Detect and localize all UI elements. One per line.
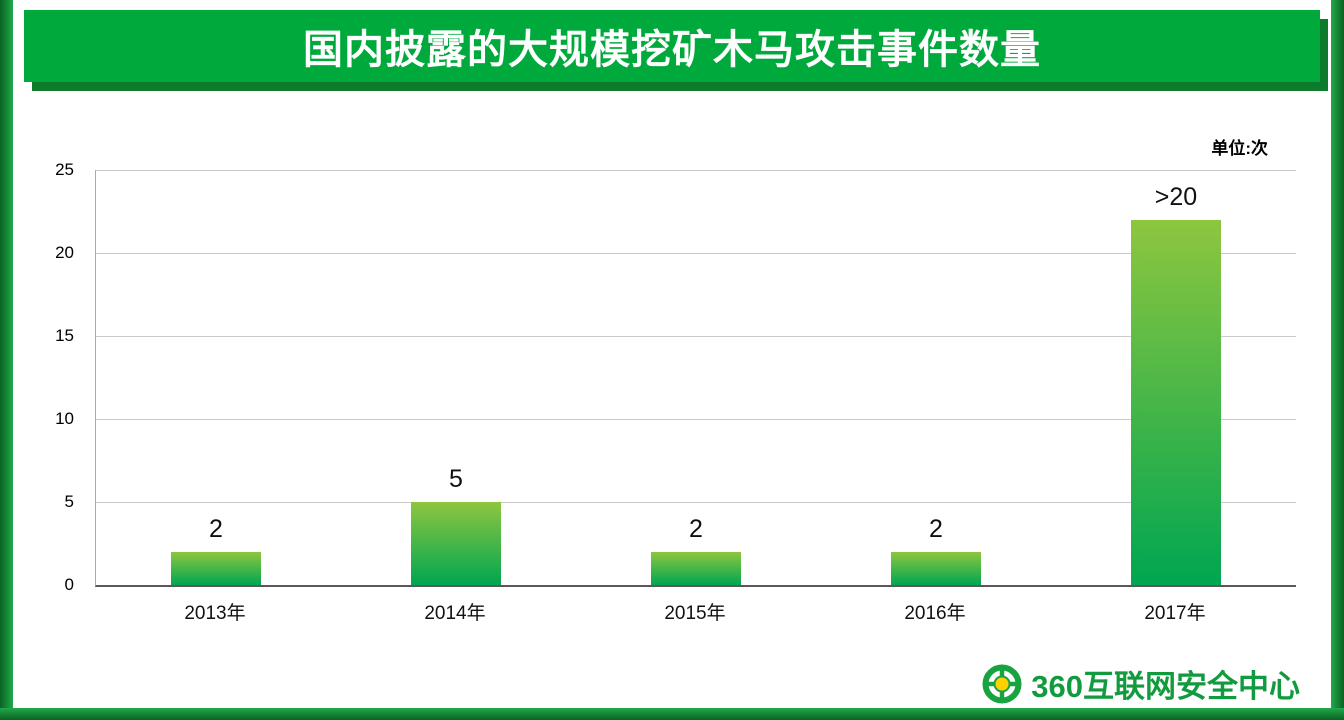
bar-column: >20 [1056,170,1296,585]
bar-column: 2 [576,170,816,585]
y-axis: 0 5 10 15 20 25 [38,160,84,594]
page-border-left [0,0,13,720]
x-tick-label: 2017年 [1144,603,1206,624]
y-tick-label: 5 [64,492,74,511]
y-tick-label: 20 [55,243,74,262]
bar-column: 5 [336,170,576,585]
x-tick-label: 2015年 [664,603,726,624]
x-tick-label: 2016年 [904,603,966,624]
360-logo-icon [982,664,1022,704]
gridline [96,336,1296,337]
y-tick-label: 0 [64,575,74,594]
brand-footer: 360互联网安全中心 [982,661,1300,706]
x-tick-label: 2013年 [184,603,246,624]
gridline [96,419,1296,420]
bar [651,551,741,585]
page-border-bottom [0,708,1344,720]
y-tick-label: 25 [55,160,74,179]
gridline [96,170,1296,171]
x-tick-label: 2014年 [424,603,486,624]
y-tick-label: 10 [55,409,74,428]
bar-value-label: 5 [449,465,463,493]
x-axis: 2013年 2014年 2015年 2016年 2017年 [95,598,1295,625]
gridline [96,253,1296,254]
bar-column: 2 [816,170,1056,585]
page-title: 国内披露的大规模挖矿木马攻击事件数量 [303,28,1041,72]
unit-label: 单位:次 [1211,139,1268,158]
bar-column: 2 [96,170,336,585]
bar [891,551,981,585]
bar [1131,219,1221,585]
bar [171,551,261,585]
bar-value-label: 2 [689,514,703,543]
gridline [96,502,1296,503]
y-tick-label: 15 [55,326,74,345]
plot-area: 2 5 2 2 >20 [95,170,1296,587]
brand-name: 360互联网安全中心 [1031,669,1300,704]
chart-title-banner: 国内披露的大规模挖矿木马攻击事件数量 [24,10,1320,82]
bar [411,502,501,585]
bars-container: 2 5 2 2 >20 [96,170,1296,585]
page-border-right [1331,0,1344,720]
bar-value-label: >20 [1154,182,1198,211]
bar-value-label: 2 [929,514,943,543]
bar-value-label: 2 [209,514,223,543]
